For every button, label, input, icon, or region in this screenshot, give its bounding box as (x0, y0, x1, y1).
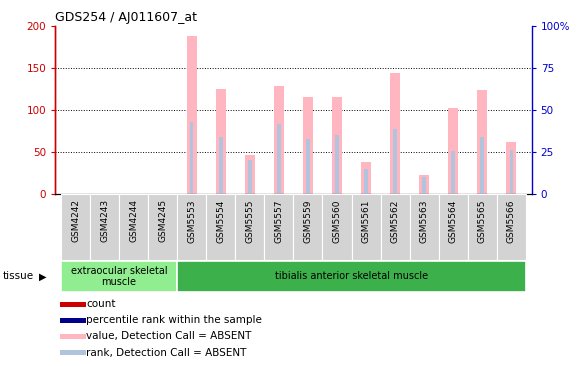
Bar (352, 194, 381, 260)
Bar (187, 36, 197, 194)
Text: tissue: tissue (3, 271, 34, 281)
Text: count: count (86, 299, 116, 310)
Text: rank, Detection Call = ABSENT: rank, Detection Call = ABSENT (86, 347, 246, 358)
Bar (177, 261, 526, 292)
Bar (306, 139, 310, 194)
Text: GSM5557: GSM5557 (274, 199, 284, 243)
Bar (235, 194, 264, 260)
Bar (248, 160, 252, 194)
Text: GSM4244: GSM4244 (129, 199, 138, 242)
Text: percentile rank within the sample: percentile rank within the sample (86, 315, 262, 325)
Bar (510, 150, 513, 194)
Text: GSM5559: GSM5559 (303, 199, 313, 243)
Bar (190, 122, 193, 194)
Bar (419, 175, 429, 194)
Bar (422, 177, 426, 194)
Text: GSM4243: GSM4243 (100, 199, 109, 242)
Bar (277, 124, 281, 194)
Text: extraocular skeletal
muscle: extraocular skeletal muscle (71, 265, 167, 287)
Text: GSM5562: GSM5562 (390, 199, 400, 243)
Bar (480, 137, 484, 194)
Bar (410, 194, 439, 260)
Text: GSM5566: GSM5566 (507, 199, 516, 243)
Text: tibialis anterior skeletal muscle: tibialis anterior skeletal muscle (275, 271, 428, 281)
Bar (303, 97, 313, 194)
Bar (390, 73, 400, 194)
Bar (293, 194, 322, 260)
Bar (177, 194, 206, 260)
Bar (332, 97, 342, 194)
Bar (216, 89, 226, 194)
Bar (448, 108, 458, 194)
Text: GSM4245: GSM4245 (158, 199, 167, 242)
Bar (60, 302, 85, 307)
Text: GSM5565: GSM5565 (478, 199, 487, 243)
Bar (119, 194, 148, 260)
Bar (219, 137, 223, 194)
Bar (364, 169, 368, 194)
Text: ▶: ▶ (39, 271, 46, 281)
Bar (90, 194, 119, 260)
Bar (335, 135, 339, 194)
Bar (322, 194, 352, 260)
Text: GSM5555: GSM5555 (245, 199, 254, 243)
Bar (148, 194, 177, 260)
Bar (61, 261, 177, 292)
Bar (245, 155, 255, 194)
Bar (206, 194, 235, 260)
Bar (60, 350, 85, 355)
Bar (393, 129, 397, 194)
Text: GSM5554: GSM5554 (216, 199, 225, 243)
Text: GSM5563: GSM5563 (419, 199, 429, 243)
Bar (477, 90, 487, 194)
Bar (361, 162, 371, 194)
Text: value, Detection Call = ABSENT: value, Detection Call = ABSENT (86, 332, 252, 341)
Bar (381, 194, 410, 260)
Text: GSM5561: GSM5561 (361, 199, 371, 243)
Bar (497, 194, 526, 260)
Text: GSM4242: GSM4242 (71, 199, 80, 242)
Bar (264, 194, 293, 260)
Text: GSM5553: GSM5553 (187, 199, 196, 243)
Text: GSM5564: GSM5564 (449, 199, 458, 243)
Text: GDS254 / AJ011607_at: GDS254 / AJ011607_at (55, 11, 197, 25)
Bar (60, 318, 85, 323)
Bar (61, 194, 90, 260)
Bar (506, 142, 517, 194)
Bar (451, 151, 455, 194)
Text: GSM5560: GSM5560 (332, 199, 342, 243)
Bar (468, 194, 497, 260)
Bar (274, 86, 284, 194)
Bar (60, 334, 85, 339)
Bar (439, 194, 468, 260)
